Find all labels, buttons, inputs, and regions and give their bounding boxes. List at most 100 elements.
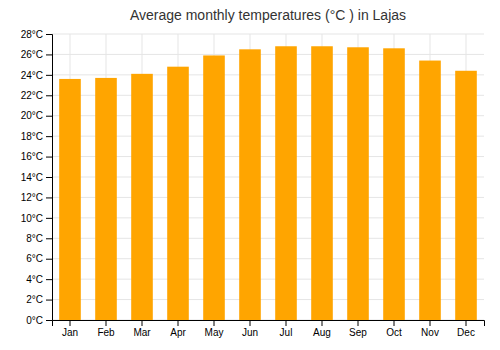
tick: 26°C <box>21 49 52 60</box>
tick: Nov <box>421 320 439 338</box>
tick-label: 4°C <box>26 274 43 285</box>
plot-area <box>59 46 477 320</box>
tick-label: Oct <box>386 327 402 338</box>
tick-label: 8°C <box>26 233 43 244</box>
tick-label: 20°C <box>21 110 43 121</box>
x-axis: Jan Feb Mar Apr May Jun Jul Aug Sep Oct Nov Dec <box>53 320 485 338</box>
bar <box>275 46 297 320</box>
tick: Jul <box>280 320 293 338</box>
tick-mark <box>46 116 52 117</box>
axis-line <box>46 35 53 321</box>
tick-label: Jun <box>242 327 258 338</box>
tick-label: 14°C <box>21 172 43 183</box>
tick-mark <box>250 320 251 326</box>
grid-line <box>52 34 484 35</box>
tick-mark <box>46 197 52 198</box>
tick-mark <box>46 279 52 280</box>
tick-label: 26°C <box>21 49 43 60</box>
tick: May <box>205 320 224 338</box>
tick-mark <box>46 95 52 96</box>
tick-label: Mar <box>133 327 151 338</box>
tick-label: 10°C <box>21 213 43 224</box>
tick-mark <box>70 320 71 326</box>
tick-mark <box>106 320 107 326</box>
tick-mark <box>46 136 52 137</box>
tick-label: 24°C <box>21 70 43 81</box>
tick: Jun <box>242 320 258 338</box>
tick: 6°C <box>26 253 52 264</box>
tick: 12°C <box>21 192 52 203</box>
y-axis: 0°C 2°C 4°C 6°C 8°C 10°C 12°C 14°C 16°C 18°C 20°C 2… <box>21 29 53 326</box>
bar <box>419 61 441 320</box>
tick: 16°C <box>21 151 52 162</box>
tick-label: Jul <box>280 327 293 338</box>
tick: 10°C <box>21 213 52 224</box>
tick-mark <box>394 320 395 326</box>
tick-mark <box>46 34 52 35</box>
bar <box>203 55 225 320</box>
tick-label: 0°C <box>26 315 43 326</box>
tick-mark <box>46 54 52 55</box>
tick: 20°C <box>21 110 52 121</box>
tick-label: Aug <box>313 327 331 338</box>
bar <box>59 79 81 320</box>
bar <box>167 67 189 320</box>
tick-label: Jan <box>62 327 78 338</box>
tick: Oct <box>386 320 402 338</box>
tick-mark <box>358 320 359 326</box>
tick: 14°C <box>21 172 52 183</box>
bar <box>311 46 333 320</box>
tick-label: May <box>205 327 224 338</box>
tick-mark <box>178 320 179 326</box>
tick: Mar <box>133 320 151 338</box>
tick: Apr <box>170 320 186 338</box>
tick-mark <box>46 218 52 219</box>
tick-mark <box>46 157 52 158</box>
tick-label: 12°C <box>21 192 43 203</box>
tick-mark <box>46 300 52 301</box>
bar <box>95 78 117 320</box>
tick-label: 28°C <box>21 29 43 40</box>
tick: 2°C <box>26 294 52 305</box>
bar <box>455 71 477 320</box>
tick-label: 6°C <box>26 253 43 264</box>
tick-mark <box>466 320 467 326</box>
tick-label: Sep <box>349 327 367 338</box>
tick-label: 2°C <box>26 294 43 305</box>
tick-label: 18°C <box>21 131 43 142</box>
tick: 24°C <box>21 70 52 81</box>
tick-label: Apr <box>170 327 186 338</box>
bar <box>347 47 369 320</box>
tick-mark <box>430 320 431 326</box>
axis-line <box>53 321 485 327</box>
title: Average monthly temperatures (°C ) in La… <box>130 7 406 23</box>
grid-line <box>52 54 484 55</box>
tick: Sep <box>349 320 367 338</box>
tick-label: 16°C <box>21 151 43 162</box>
tick: Dec <box>457 320 475 338</box>
tick-mark <box>286 320 287 326</box>
tick-mark <box>46 259 52 260</box>
tick: 4°C <box>26 274 52 285</box>
tick-label: 22°C <box>21 90 43 101</box>
tick-mark <box>46 320 52 321</box>
tick-mark <box>46 238 52 239</box>
tick: 18°C <box>21 131 52 142</box>
bar <box>131 74 153 320</box>
tick: 0°C <box>26 315 52 326</box>
tick: 8°C <box>26 233 52 244</box>
tick-label: Nov <box>421 327 439 338</box>
tick-mark <box>322 320 323 326</box>
chart-svg: 0°C 2°C 4°C 6°C 8°C 10°C 12°C 14°C 16°C 18°C 20°C 2… <box>0 0 500 350</box>
tick-label: Feb <box>97 327 115 338</box>
tick-label: Dec <box>457 327 475 338</box>
grid <box>52 34 484 320</box>
tick-mark <box>142 320 143 326</box>
bar <box>383 48 405 320</box>
tick: Jan <box>62 320 78 338</box>
chart-container: 0°C 2°C 4°C 6°C 8°C 10°C 12°C 14°C 16°C 18°C 20°C 2… <box>0 0 500 350</box>
tick-mark <box>214 320 215 326</box>
tick-mark <box>46 177 52 178</box>
tick: 28°C <box>21 29 52 40</box>
tick: Feb <box>97 320 115 338</box>
